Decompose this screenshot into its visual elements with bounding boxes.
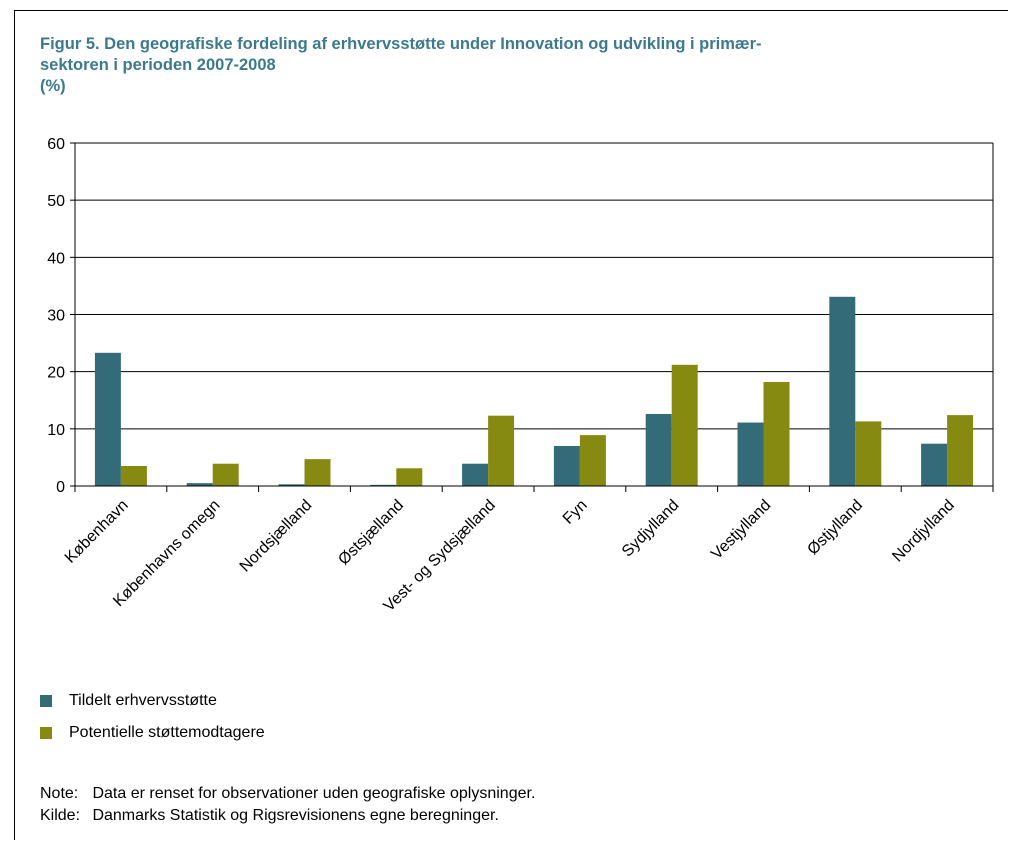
- x-tick-label: Fyn: [560, 497, 591, 528]
- y-tick-label: 50: [47, 193, 65, 210]
- source-label: Kilde:: [40, 807, 81, 824]
- x-tick-label: Københavns omegn: [110, 497, 223, 610]
- bar-series2: [855, 421, 882, 486]
- y-tick-label: 40: [47, 250, 65, 267]
- bar-series2: [396, 468, 423, 486]
- legend-label-series1: Tildelt erhvervsstøtte: [69, 692, 217, 709]
- note-label: Note:: [40, 785, 79, 802]
- y-tick-label: 10: [47, 422, 65, 439]
- notes: Note: Data er renset for observationer u…: [40, 783, 535, 827]
- figure-frame: [14, 10, 1008, 840]
- bar-series1: [186, 483, 213, 486]
- x-tick-label: Østjylland: [804, 497, 866, 559]
- bar-series2: [120, 465, 147, 486]
- bar-series1: [370, 484, 397, 486]
- x-tick-label: København: [62, 497, 132, 567]
- legend-label-series2: Potentielle støttemodtagere: [69, 724, 265, 741]
- bar-series2: [488, 415, 515, 486]
- bars: [94, 296, 974, 486]
- y-tick-label: 60: [47, 136, 65, 153]
- figure-title: Figur 5. Den geografiske fordeling af er…: [40, 34, 990, 97]
- y-tick-label: 20: [47, 365, 65, 382]
- title-line-1: Figur 5. Den geografiske fordeling af er…: [40, 35, 762, 53]
- bar-series1: [278, 484, 305, 486]
- bar-series1: [829, 296, 856, 486]
- title-line-3: (%): [40, 77, 66, 95]
- bar-series2: [947, 415, 974, 486]
- bar-series2: [671, 364, 698, 486]
- source-row: Kilde: Danmarks Statistik og Rigsrevisio…: [40, 805, 535, 827]
- x-tick-label: Nordsjælland: [237, 497, 316, 576]
- bar-series1: [737, 422, 764, 486]
- y-tick-label: 0: [56, 479, 65, 496]
- bar-series1: [921, 443, 948, 486]
- legend-item-series2: Potentielle støttemodtagere: [40, 722, 265, 744]
- bar-series2: [763, 381, 790, 486]
- bar-series1: [462, 463, 489, 486]
- bar-series2: [579, 435, 606, 486]
- note-text: Data er renset for observationer uden ge…: [92, 785, 536, 802]
- bar-series1: [553, 445, 580, 486]
- bar-series1: [645, 413, 672, 486]
- x-tick-label: Nordjylland: [889, 497, 958, 566]
- title-line-2: sektoren i perioden 2007-2008: [40, 56, 276, 74]
- legend-item-series1: Tildelt erhvervsstøtte: [40, 690, 265, 712]
- bar-series2: [212, 463, 239, 486]
- y-tick-labels: 0 10 20 30 40 50 60: [47, 136, 65, 496]
- x-tick-label: Østsjælland: [335, 497, 407, 569]
- x-tick-label: Vestjylland: [708, 497, 774, 563]
- legend: Tildelt erhvervsstøtte Potentielle støtt…: [40, 690, 265, 754]
- note-row: Note: Data er renset for observationer u…: [40, 783, 535, 805]
- legend-swatch-series1: [40, 695, 52, 707]
- legend-swatch-series2: [40, 727, 52, 739]
- bar-series2: [304, 459, 331, 486]
- bar-series1: [94, 352, 121, 486]
- axes: [70, 142, 994, 492]
- x-tick-label: Sydjylland: [619, 497, 683, 561]
- source-text: Danmarks Statistik og Rigsrevisionens eg…: [92, 807, 499, 824]
- y-tick-label: 30: [47, 308, 65, 325]
